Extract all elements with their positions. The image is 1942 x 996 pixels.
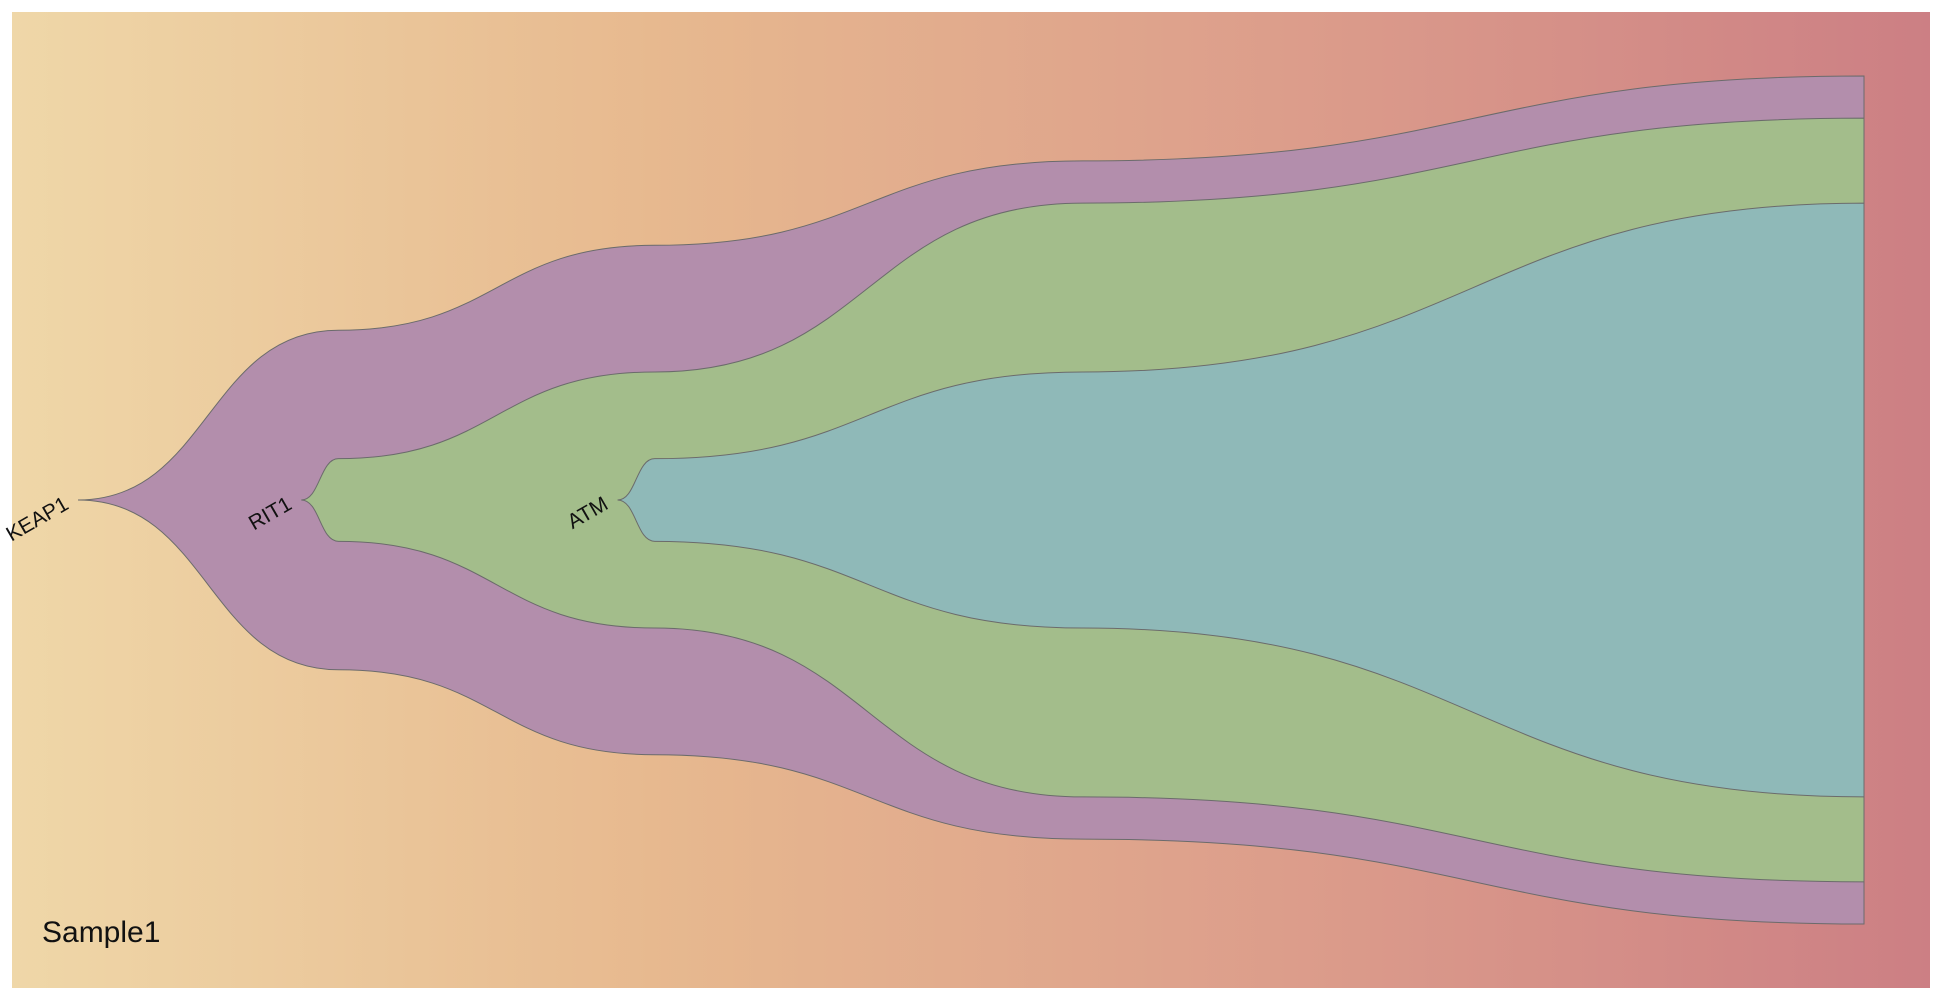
clone-band-atm [617, 202, 1865, 798]
sample-label: Sample1 [42, 916, 160, 949]
clone-bands [77, 75, 1865, 925]
